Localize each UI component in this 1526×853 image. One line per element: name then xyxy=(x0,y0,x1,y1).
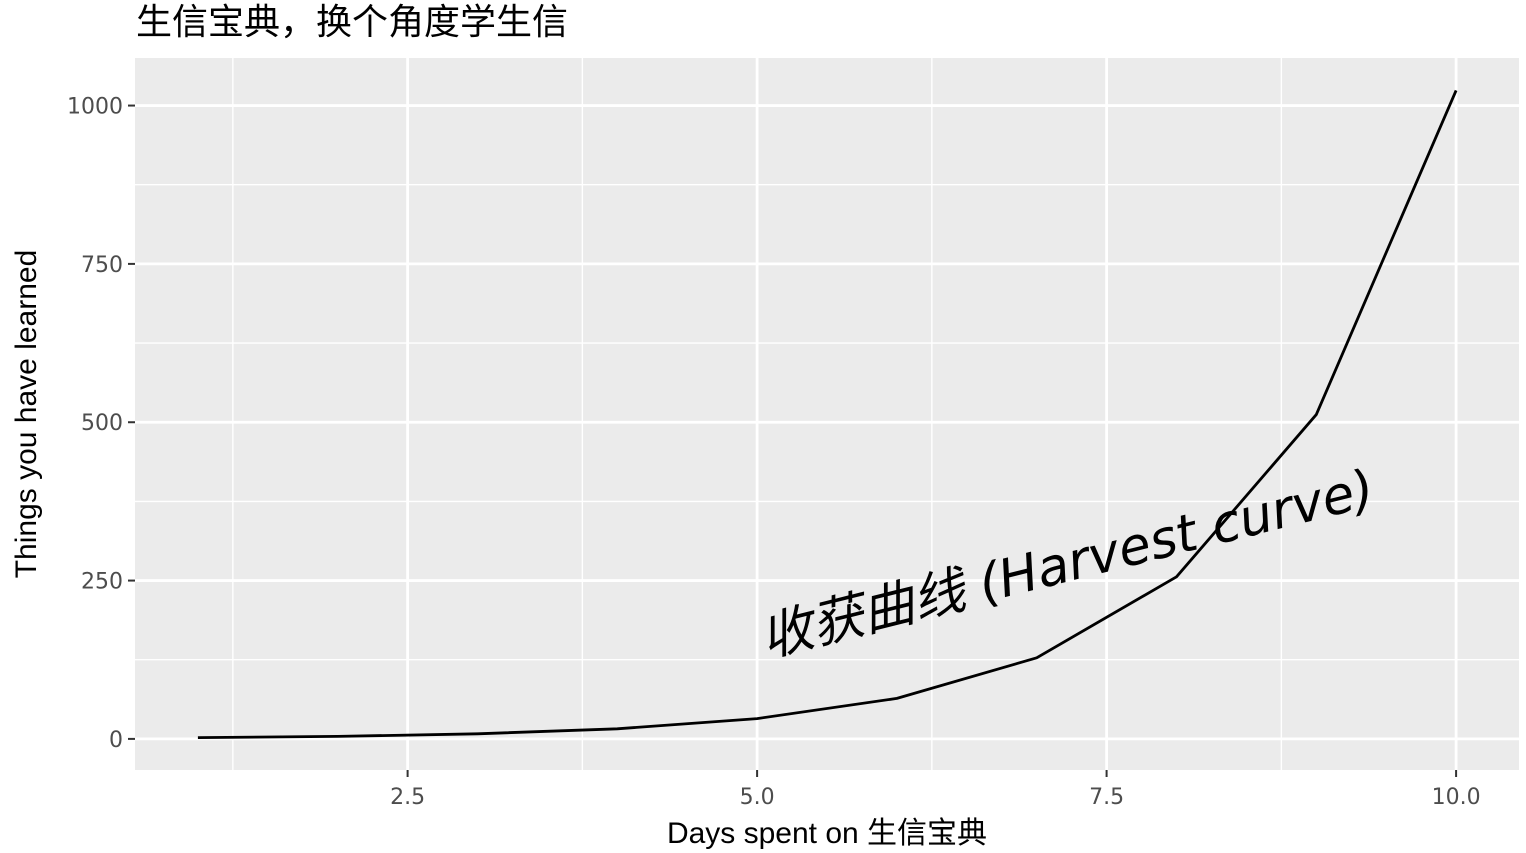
axis-ticks xyxy=(128,104,1458,777)
x-tick-label: 7.5 xyxy=(1089,785,1124,810)
y-tick-label: 1000 xyxy=(67,95,123,120)
minor-gridlines xyxy=(135,58,1519,770)
tick-labels: 2.5 5.0 7.5 10.0 0 250 500 750 1000 xyxy=(67,95,1481,810)
data-point xyxy=(1035,656,1039,660)
x-tick-label: 10.0 xyxy=(1432,785,1481,810)
data-point xyxy=(615,727,619,731)
series-line xyxy=(197,89,1458,739)
data-point xyxy=(336,734,340,738)
y-axis-title: Things you have learned xyxy=(10,250,43,579)
y-tick-label: 0 xyxy=(109,728,123,753)
x-tick-label: 2.5 xyxy=(390,785,425,810)
chart-title: 生信宝典，换个角度学生信 xyxy=(136,2,568,43)
data-point xyxy=(1314,413,1318,417)
series-layer xyxy=(197,89,1458,739)
data-point xyxy=(1454,88,1458,92)
y-tick-label: 750 xyxy=(81,253,123,278)
data-point xyxy=(476,732,480,736)
y-tick-label: 500 xyxy=(81,411,123,436)
data-point xyxy=(895,696,899,700)
x-axis-title: Days spent on 生信宝典 xyxy=(667,817,987,850)
major-gridlines xyxy=(135,58,1519,770)
data-point xyxy=(1174,575,1178,579)
x-tick-label: 5.0 xyxy=(740,785,775,810)
y-tick-label: 250 xyxy=(81,570,123,595)
data-point xyxy=(196,736,200,740)
data-point xyxy=(755,717,759,721)
plot-panel xyxy=(135,58,1519,770)
